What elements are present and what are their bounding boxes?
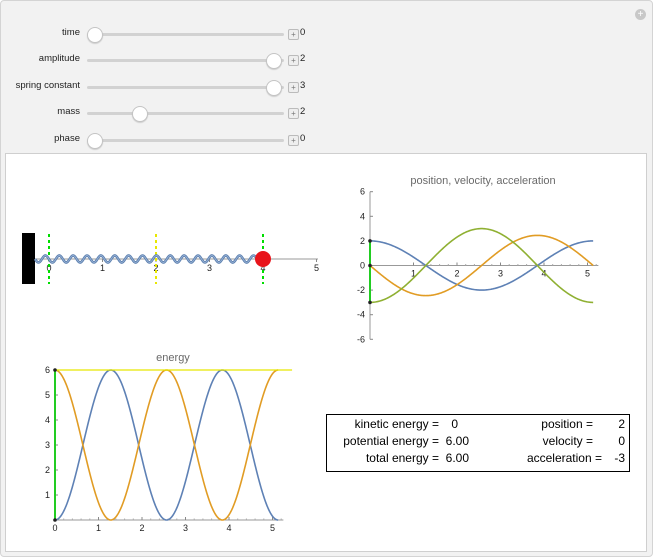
time-slider-knob[interactable] — [87, 27, 103, 43]
y-tick-label: 4 — [45, 415, 50, 425]
y-tick-label: 6 — [360, 187, 365, 197]
control-value: 3 — [300, 80, 306, 91]
x-tick-label: 1 — [411, 269, 416, 279]
pva-series-line — [369, 234, 594, 297]
y-tick-label: 2 — [45, 465, 50, 475]
phase-slider-knob[interactable] — [87, 133, 103, 149]
y-tick-label: 2 — [360, 236, 365, 246]
spring-axis-tick-label: 4 — [260, 263, 265, 273]
energy-series-line — [54, 369, 279, 521]
time-slider-track[interactable] — [87, 27, 284, 43]
spring-axis-tick-label: 5 — [314, 263, 319, 273]
x-tick-label: 2 — [139, 523, 144, 533]
x-tick-label: 3 — [183, 523, 188, 533]
spring-constant-slider-track[interactable] — [87, 80, 284, 96]
energy-current-point — [53, 518, 57, 522]
y-tick-label: 1 — [45, 490, 50, 500]
control-label: phase — [54, 133, 80, 144]
readout-box: kinetic energy = 0 position = 2 potentia… — [326, 414, 630, 472]
spring-axis-tick-label: 2 — [153, 263, 158, 273]
x-tick-label: 3 — [498, 269, 503, 279]
kinetic-energy-value: 0 — [451, 417, 458, 431]
energy-chart-title: energy — [156, 352, 190, 364]
spring-constant-slider-knob[interactable] — [266, 80, 282, 96]
mass-ball[interactable] — [255, 251, 271, 267]
pva-current-point — [368, 300, 372, 305]
expand-plus-icon[interactable]: + — [288, 82, 299, 93]
spring-axis-tick-label: 1 — [100, 263, 105, 273]
x-tick-label: 5 — [585, 269, 590, 279]
total-energy-label: total energy = — [365, 451, 439, 465]
pva-series — [368, 227, 594, 305]
control-time: time + 0 — [1, 24, 652, 44]
acceleration-value: -3 — [614, 451, 625, 465]
acceleration-label: acceleration = — [526, 451, 602, 465]
pva-axes: 1 2 3 4 5 6 4 2 0 -2 -4 -6 — [357, 187, 599, 344]
x-tick-label: 0 — [52, 523, 57, 533]
spring-axis-tick-label: 3 — [207, 263, 212, 273]
control-value: 2 — [300, 53, 306, 64]
control-label: spring constant — [15, 80, 80, 91]
kinetic-energy-label: kinetic energy = — [354, 417, 439, 431]
amplitude-slider-knob[interactable] — [266, 53, 282, 69]
control-mass: mass + 2 — [1, 103, 652, 123]
amplitude-slider-track[interactable] — [87, 53, 284, 69]
x-tick-label: 5 — [270, 523, 275, 533]
spring-axis-tick-label: 0 — [46, 263, 51, 273]
x-tick-label: 4 — [541, 269, 546, 279]
options-plus-icon[interactable]: + — [635, 9, 646, 20]
potential-energy-label: potential energy = — [343, 434, 439, 448]
control-label: time — [62, 27, 80, 38]
control-amplitude: amplitude + 2 — [1, 50, 652, 70]
velocity-value: 0 — [618, 434, 625, 448]
y-tick-label: -6 — [357, 334, 365, 344]
control-spring-constant: spring constant + 3 — [1, 77, 652, 97]
output-panel — [5, 153, 647, 552]
position-label: position = — [541, 417, 593, 431]
energy-series-line — [54, 369, 279, 521]
expand-plus-icon[interactable]: + — [288, 135, 299, 146]
expand-plus-icon[interactable]: + — [288, 55, 299, 66]
spring-coil-highlight — [34, 255, 258, 263]
control-label: amplitude — [38, 53, 80, 64]
pva-current-point — [368, 263, 372, 268]
energy-current-point — [53, 368, 57, 372]
position-value: 2 — [618, 417, 625, 431]
wall — [22, 233, 35, 284]
y-tick-label: 3 — [45, 440, 50, 450]
mass-slider-knob[interactable] — [132, 106, 148, 122]
control-phase: phase + 0 — [1, 130, 652, 150]
mass-slider-track[interactable] — [87, 106, 284, 122]
x-tick-label: 1 — [96, 523, 101, 533]
x-tick-label: 2 — [454, 269, 459, 279]
y-tick-label: -2 — [357, 285, 365, 295]
phase-slider-track[interactable] — [87, 133, 284, 149]
control-value: 2 — [300, 106, 306, 117]
energy-series — [53, 368, 293, 522]
velocity-label: velocity = — [542, 434, 593, 448]
x-tick-label: 4 — [226, 523, 231, 533]
control-value: 0 — [300, 133, 306, 144]
pva-current-point — [368, 239, 372, 243]
y-tick-label: 0 — [360, 261, 365, 271]
pva-series-line — [369, 240, 594, 291]
expand-plus-icon[interactable]: + — [288, 29, 299, 40]
potential-energy-value: 6.00 — [445, 434, 469, 448]
control-label: mass — [57, 106, 80, 117]
control-value: 0 — [300, 27, 306, 38]
y-tick-label: 5 — [45, 390, 50, 400]
y-tick-label: 6 — [45, 365, 50, 375]
y-tick-label: 4 — [360, 211, 365, 221]
pva-series-line — [369, 227, 594, 304]
expand-plus-icon[interactable]: + — [288, 108, 299, 119]
pva-chart-title: position, velocity, acceleration — [410, 175, 555, 187]
energy-axes: 0 1 2 3 4 5 6 5 4 3 2 1 — [45, 365, 284, 533]
total-energy-value: 6.00 — [445, 451, 469, 465]
y-tick-label: -4 — [357, 310, 365, 320]
